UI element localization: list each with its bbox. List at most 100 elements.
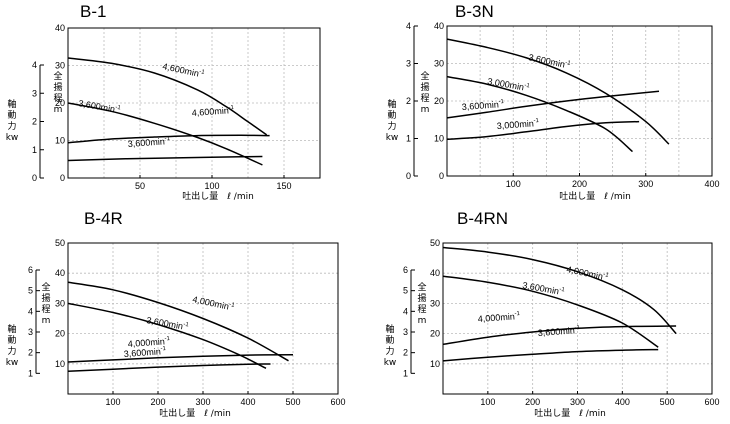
- y-tick-label: 20: [55, 98, 65, 108]
- y-tick-label: 0: [439, 171, 444, 181]
- x-tick-label: 100: [506, 179, 521, 189]
- y-tick-label: 10: [434, 134, 444, 144]
- curve-label-sup: -1: [514, 311, 520, 317]
- x-tick-label: 100: [105, 397, 120, 407]
- curve-label-sup: -1: [603, 272, 610, 279]
- head-curve-1: [446, 38, 670, 145]
- power-tick-label: 4: [406, 21, 411, 31]
- y-tick-label: 10: [55, 359, 65, 369]
- y-tick-label: 40: [430, 268, 440, 278]
- power-axis-label: 軸: [385, 323, 394, 335]
- y-tick-label: 50: [430, 238, 440, 248]
- power-tick-label: 4: [403, 306, 408, 316]
- head-curve-1: [442, 246, 677, 335]
- y-tick-label: 30: [55, 298, 65, 308]
- power-axis-label: 動: [387, 110, 396, 121]
- curve-label: 4,000min-1: [477, 311, 521, 324]
- power-axis-label: kw: [386, 133, 399, 143]
- curve-label: 4,000min-1: [192, 294, 236, 313]
- power-axis-label: 動: [385, 335, 394, 346]
- x-tick-label: 300: [638, 179, 653, 189]
- power-axis-label: 力: [7, 345, 16, 357]
- power-tick-label: 1: [32, 145, 37, 155]
- curve-label-sup: -1: [228, 105, 234, 111]
- power-tick-label: 1: [28, 368, 33, 378]
- head-curve-1: [67, 281, 289, 362]
- y-tick-label: 20: [434, 96, 444, 106]
- x-tick-label: 100: [204, 181, 219, 191]
- head-axis-label: 全: [420, 70, 429, 82]
- power-axis-label: 軸: [7, 98, 16, 110]
- curve-label: 4,000min-1: [127, 336, 171, 349]
- curve-label: 3,600min-1: [123, 346, 167, 359]
- head-axis-label: 揚: [417, 292, 426, 304]
- curve-label: 3,000min-1: [487, 76, 531, 93]
- curve-label-sup: -1: [565, 60, 572, 67]
- curve-label: 3,600min-1: [146, 315, 190, 332]
- power-axis-label: 力: [7, 120, 16, 132]
- power-tick-label: 1: [406, 134, 411, 144]
- x-tick-label: 200: [572, 179, 587, 189]
- power-curve-3: [67, 134, 270, 144]
- head-axis-label: 揚: [41, 292, 50, 304]
- power-curve-4: [442, 348, 659, 362]
- x-axis-label: 吐出し量 ℓ /min: [534, 407, 606, 419]
- head-axis-label: 揚: [53, 81, 62, 93]
- curve-label-text: 4,000min: [192, 294, 230, 311]
- power-tick-label: 6: [403, 265, 408, 275]
- curve-label-text: 3,600min: [537, 325, 575, 338]
- y-tick-label: 40: [434, 21, 444, 31]
- power-axis-label: 動: [7, 335, 16, 346]
- power-axis-label: 力: [387, 120, 396, 132]
- head-axis-label: 程: [53, 93, 62, 104]
- curve-label: 4,000min-1: [566, 264, 610, 283]
- curve-label-sup: -1: [164, 136, 170, 142]
- x-tick-label: 50: [135, 181, 145, 191]
- power-tick-label: 3: [28, 327, 33, 337]
- y-tick-label: 20: [430, 329, 440, 339]
- curve-label-text: 3,600min: [78, 98, 116, 114]
- power-axis-label: 軸: [7, 323, 16, 335]
- power-tick-label: 4: [28, 306, 33, 316]
- curve-label: 3,600min-1: [461, 99, 505, 112]
- power-tick-label: 0: [32, 173, 37, 183]
- power-axis-label: 軸: [387, 98, 396, 110]
- curve-label-sup: -1: [115, 105, 122, 112]
- x-tick-label: 100: [480, 397, 495, 407]
- y-tick-label: 10: [55, 136, 65, 146]
- power-curve-4: [67, 155, 263, 162]
- curve-label-text: 4,000min: [477, 311, 515, 324]
- power-tick-label: 2: [406, 96, 411, 106]
- head-axis-label: 揚: [420, 81, 429, 93]
- power-tick-label: 0: [406, 171, 411, 181]
- head-curve-2: [67, 102, 263, 166]
- x-tick-label: 200: [150, 397, 165, 407]
- head-axis-label: m: [418, 316, 427, 326]
- x-tick-label: 300: [195, 397, 210, 407]
- chart-title: B-4R: [84, 209, 123, 228]
- head-axis-label: 全: [53, 70, 62, 82]
- curve-label-sup: -1: [533, 118, 539, 124]
- curve-label-sup: -1: [559, 287, 566, 294]
- curve-label-sup: -1: [524, 83, 531, 90]
- chart-b-4r: B-4R 100 200 300 400 500 600 10 20 30 40 50 1 2 3 4 5 6全揚…: [6, 209, 346, 419]
- x-tick-label: 600: [330, 397, 345, 407]
- power-tick-label: 2: [403, 348, 408, 358]
- y-tick-label: 30: [55, 61, 65, 71]
- head-axis-label: m: [421, 105, 430, 115]
- x-tick-label: 400: [704, 179, 719, 189]
- curve-label-text: 3,000min: [487, 76, 525, 92]
- curve-label: 3,600min-1: [528, 52, 572, 71]
- power-curve-4: [446, 120, 640, 141]
- y-tick-label: 10: [430, 359, 440, 369]
- power-tick-label: 3: [406, 59, 411, 69]
- power-tick-label: 1: [403, 368, 408, 378]
- y-tick-label: 40: [55, 268, 65, 278]
- head-axis-label: 程: [417, 304, 426, 315]
- head-axis-label: 程: [420, 93, 429, 104]
- curve-label-text: 4,600min: [191, 105, 229, 118]
- power-tick-label: 3: [403, 327, 408, 337]
- head-curve-2: [442, 275, 659, 348]
- head-axis-label: m: [54, 105, 63, 115]
- power-axis-label: kw: [384, 358, 397, 368]
